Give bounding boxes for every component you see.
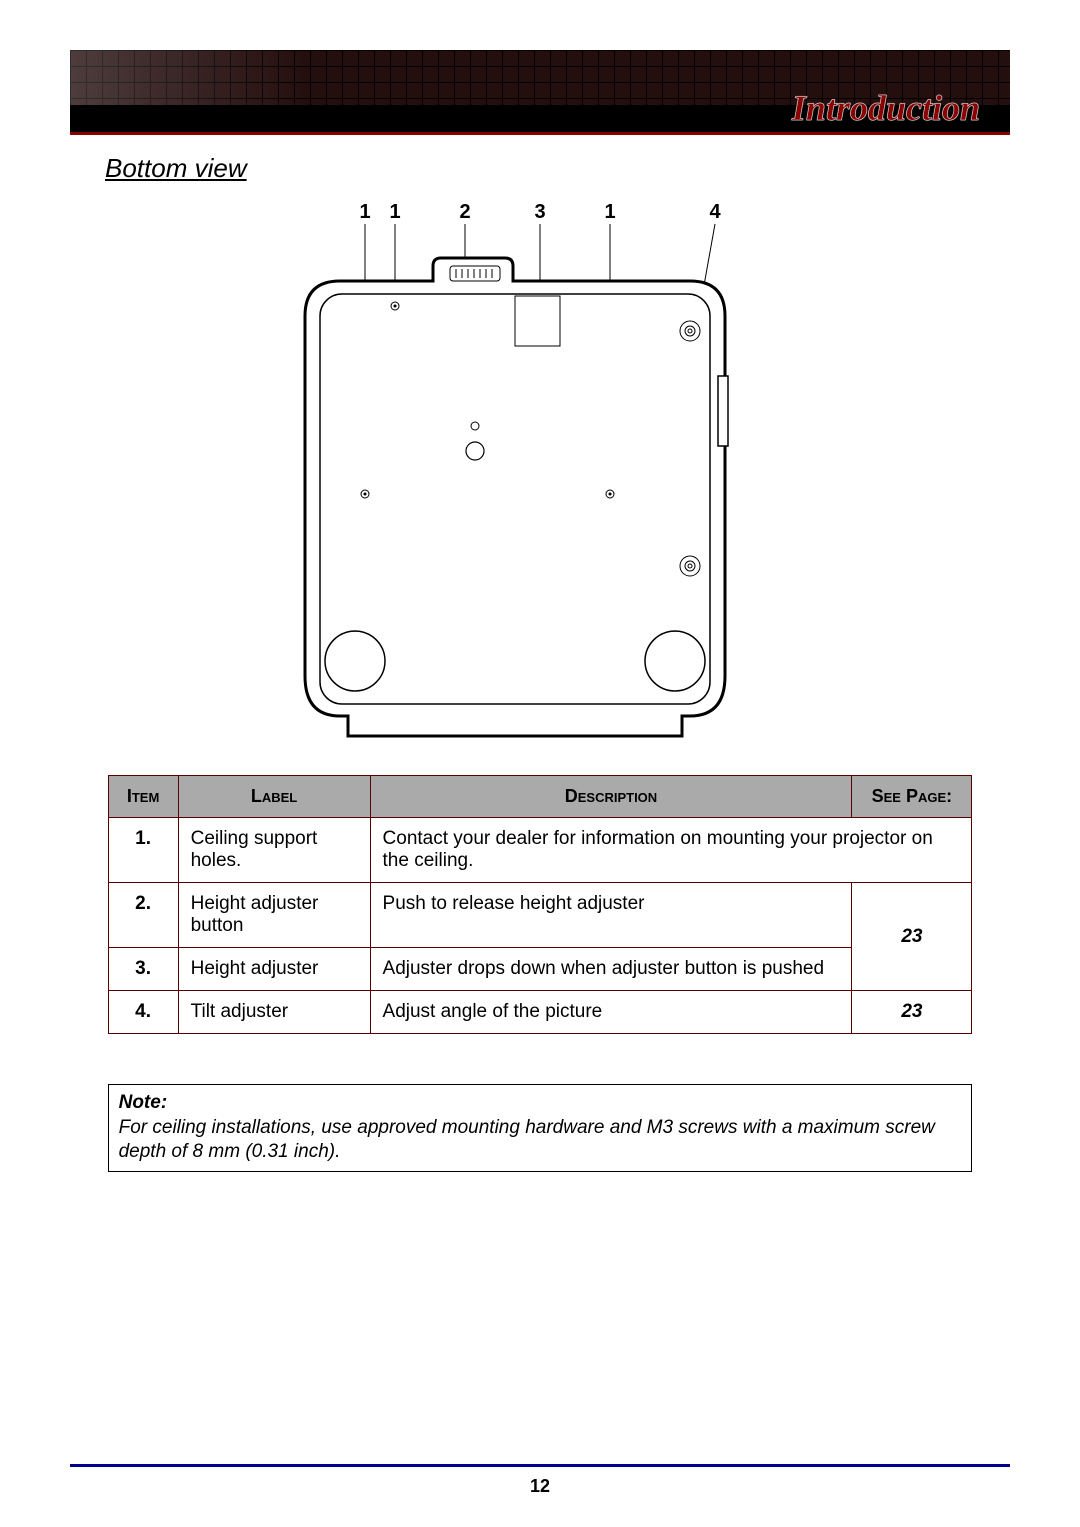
cell-seepage: 23 bbox=[852, 991, 972, 1034]
note-box: Note: For ceiling installations, use app… bbox=[108, 1084, 973, 1172]
callout-2: 2 bbox=[459, 201, 470, 223]
section-title: Introduction bbox=[792, 87, 980, 129]
note-text: For ceiling installations, use approved … bbox=[119, 1117, 935, 1163]
cell-description: Adjust angle of the picture bbox=[370, 991, 852, 1034]
footer-rule bbox=[70, 1464, 1010, 1467]
cell-label: Tilt adjuster bbox=[178, 991, 370, 1034]
th-label: Label bbox=[178, 776, 370, 818]
subheading: Bottom view bbox=[105, 153, 1010, 184]
cell-item: 3. bbox=[108, 948, 178, 991]
th-seepage: See Page: bbox=[852, 776, 972, 818]
th-item: Item bbox=[108, 776, 178, 818]
cell-label: Height adjuster bbox=[178, 948, 370, 991]
table-row: 4. Tilt adjuster Adjust angle of the pic… bbox=[108, 991, 972, 1034]
header-banner: Introduction bbox=[70, 50, 1010, 135]
th-description: Description bbox=[370, 776, 852, 818]
page-root: Introduction Bottom view 1 1 2 3 1 4 bbox=[0, 0, 1080, 1527]
cell-label: Ceiling support holes. bbox=[178, 818, 370, 883]
table-row: 1. Ceiling support holes. Contact your d… bbox=[108, 818, 972, 883]
banner-underline bbox=[70, 132, 1010, 135]
cell-item: 2. bbox=[108, 883, 178, 948]
cell-description: Adjuster drops down when adjuster button… bbox=[370, 948, 852, 991]
cell-description: Push to release height adjuster bbox=[370, 883, 852, 948]
callout-4: 4 bbox=[709, 201, 721, 223]
projector-bottom-svg: 1 1 2 3 1 4 bbox=[260, 196, 820, 756]
cell-item: 4. bbox=[108, 991, 178, 1034]
cell-label: Height adjuster button bbox=[178, 883, 370, 948]
callout-3: 3 bbox=[534, 201, 545, 223]
page-number: 12 bbox=[0, 1476, 1080, 1497]
parts-table: Item Label Description See Page: 1. Ceil… bbox=[108, 775, 973, 1034]
table-row: 2. Height adjuster button Push to releas… bbox=[108, 883, 972, 948]
callout-1c: 1 bbox=[604, 201, 615, 223]
table-header-row: Item Label Description See Page: bbox=[108, 776, 972, 818]
bottom-view-diagram: 1 1 2 3 1 4 bbox=[70, 196, 1010, 761]
note-label: Note: bbox=[119, 1092, 168, 1113]
cell-seepage: 23 bbox=[852, 883, 972, 991]
table-row: 3. Height adjuster Adjuster drops down w… bbox=[108, 948, 972, 991]
cell-description: Contact your dealer for information on m… bbox=[370, 818, 972, 883]
callout-1b: 1 bbox=[389, 201, 400, 223]
cell-item: 1. bbox=[108, 818, 178, 883]
callout-1: 1 bbox=[359, 201, 370, 223]
